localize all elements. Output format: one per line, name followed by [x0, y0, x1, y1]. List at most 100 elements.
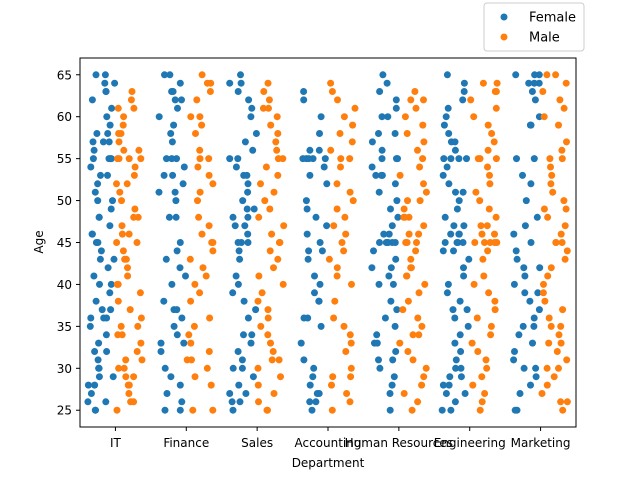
data-point-female-accounting [306, 398, 314, 406]
data-point-male-sales [272, 138, 280, 146]
data-point-male-accounting [341, 213, 349, 221]
data-point-male-engineering [476, 197, 484, 205]
data-point-female-marketing [526, 297, 534, 305]
data-point-female-finance [172, 197, 180, 205]
data-point-male-accounting [348, 280, 355, 288]
y-tick-label-30: 30 [57, 362, 72, 376]
data-point-female-engineering [451, 146, 459, 154]
data-point-male-finance [196, 113, 204, 121]
data-point-female-marketing [531, 96, 539, 104]
data-point-male-sales [258, 289, 266, 297]
data-point-female-human-resources [375, 188, 383, 196]
data-point-male-finance [205, 155, 213, 163]
data-point-female-finance [161, 71, 168, 79]
data-point-female-accounting [323, 222, 331, 230]
data-point-male-marketing [539, 289, 547, 297]
data-point-female-finance [168, 280, 176, 288]
data-point-male-it [113, 280, 121, 288]
data-point-male-human-resources [403, 272, 410, 280]
legend-marker-female [500, 13, 508, 21]
x-tick-label-finance: Finance [163, 436, 209, 450]
data-point-male-human-resources [422, 188, 430, 196]
data-point-female-human-resources [379, 71, 387, 79]
data-point-female-marketing [525, 79, 533, 87]
data-point-female-sales [244, 213, 252, 221]
data-point-female-human-resources [376, 239, 383, 246]
data-point-female-it [92, 71, 100, 79]
data-point-female-engineering [452, 188, 459, 196]
data-point-female-engineering [464, 322, 472, 330]
data-point-female-sales [237, 79, 245, 87]
data-point-female-it [88, 230, 96, 238]
data-point-female-it [103, 113, 111, 121]
data-point-male-accounting [351, 104, 359, 112]
data-point-female-sales [236, 398, 244, 406]
data-point-female-sales [245, 96, 253, 104]
data-point-male-marketing [563, 138, 570, 146]
data-point-male-human-resources [414, 398, 422, 406]
data-point-female-finance [155, 188, 163, 196]
data-point-male-sales [270, 264, 277, 272]
data-point-male-accounting [346, 188, 354, 196]
data-point-male-human-resources [419, 155, 427, 163]
data-point-male-engineering [467, 96, 475, 104]
data-point-male-human-resources [418, 381, 426, 389]
data-point-male-it [127, 398, 135, 406]
data-point-male-engineering [478, 230, 486, 238]
data-point-female-human-resources [378, 146, 386, 154]
data-point-female-marketing [536, 264, 544, 272]
data-point-female-accounting [303, 205, 311, 213]
data-point-male-it [124, 272, 132, 280]
data-point-female-engineering [465, 255, 473, 263]
data-point-male-finance [206, 88, 214, 95]
data-point-male-accounting [337, 155, 345, 163]
data-point-female-accounting [300, 96, 308, 104]
data-point-male-finance [198, 121, 206, 129]
data-point-female-it [101, 79, 109, 87]
data-point-female-finance [173, 247, 181, 255]
data-point-male-marketing [540, 205, 548, 213]
data-point-male-it [131, 163, 139, 171]
data-point-male-finance [187, 339, 195, 347]
data-point-male-engineering [492, 104, 500, 112]
data-point-female-finance [163, 155, 170, 163]
data-point-female-marketing [527, 239, 535, 246]
data-point-male-it [119, 121, 127, 129]
data-point-male-marketing [555, 364, 562, 372]
legend-box [483, 2, 585, 52]
data-point-female-sales [238, 364, 246, 372]
data-point-male-finance [187, 297, 195, 305]
data-point-female-finance [176, 264, 184, 272]
data-point-female-finance [170, 121, 178, 129]
data-point-female-human-resources [378, 155, 386, 163]
data-point-male-marketing [562, 79, 570, 87]
data-point-female-finance [167, 373, 175, 381]
data-point-female-human-resources [390, 373, 398, 381]
data-point-male-finance [198, 230, 206, 238]
data-point-female-sales [252, 130, 260, 137]
data-point-female-human-resources [376, 364, 384, 372]
data-point-female-sales [249, 146, 257, 154]
data-point-female-it [94, 197, 102, 205]
data-point-male-sales [268, 230, 276, 238]
data-point-male-sales [264, 306, 272, 314]
data-point-male-marketing [540, 280, 547, 288]
data-point-female-finance [161, 406, 169, 414]
data-point-female-finance [166, 71, 174, 79]
data-point-male-finance [205, 222, 213, 230]
data-point-female-it [96, 280, 103, 288]
data-point-male-engineering [486, 239, 494, 246]
data-point-female-marketing [535, 306, 543, 314]
data-point-female-sales [244, 314, 252, 322]
data-point-female-human-resources [368, 264, 376, 272]
data-point-female-human-resources [370, 247, 377, 255]
data-point-male-sales [257, 322, 265, 330]
data-point-female-sales [244, 230, 252, 238]
data-point-male-human-resources [413, 239, 420, 246]
data-point-female-finance [174, 104, 181, 112]
data-point-male-marketing [559, 306, 567, 314]
data-point-female-finance [182, 272, 189, 280]
data-point-female-sales [243, 205, 251, 213]
data-point-female-marketing [510, 230, 518, 238]
data-point-female-marketing [512, 71, 520, 79]
